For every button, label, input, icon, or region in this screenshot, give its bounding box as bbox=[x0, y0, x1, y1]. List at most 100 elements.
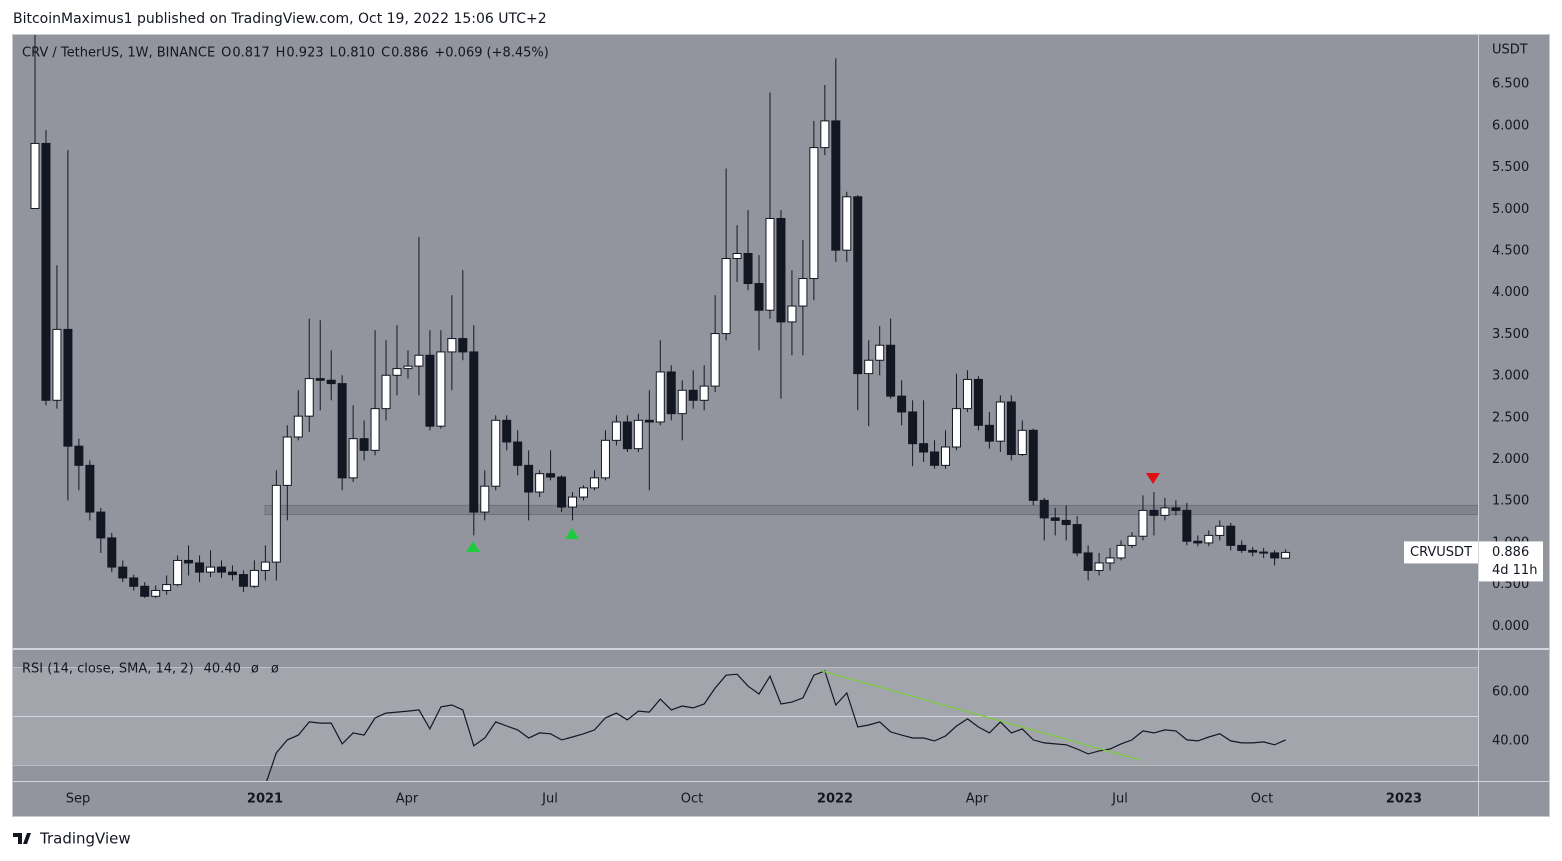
candle-body bbox=[403, 365, 413, 370]
candle-body bbox=[1028, 429, 1038, 501]
y-tick-label: 5.000 bbox=[1492, 202, 1529, 217]
candle-body bbox=[809, 147, 819, 280]
candle-body bbox=[1270, 552, 1280, 559]
candle-body bbox=[392, 368, 402, 376]
change-pct: (+8.45%) bbox=[486, 46, 548, 61]
candle-body bbox=[831, 120, 841, 251]
candle-body bbox=[414, 354, 424, 367]
candle-body bbox=[129, 577, 139, 587]
candle-body bbox=[622, 421, 632, 450]
price-pane bbox=[30, 35, 1478, 598]
y-tick-label: 0.000 bbox=[1492, 619, 1529, 634]
x-tick-label: Sep bbox=[66, 792, 91, 807]
candle-body bbox=[754, 283, 764, 311]
x-tick-label: Oct bbox=[1251, 792, 1273, 807]
y-tick-label: 6.000 bbox=[1492, 118, 1529, 133]
candle-body bbox=[107, 537, 117, 568]
candle-body bbox=[765, 217, 775, 311]
rsi-flag: ø bbox=[251, 662, 259, 677]
support-zone bbox=[264, 504, 1478, 516]
candle-body bbox=[85, 464, 95, 513]
change: +0.069 bbox=[434, 46, 482, 61]
candle-body bbox=[995, 401, 1005, 442]
legend-key: L bbox=[330, 46, 338, 61]
candle-body bbox=[315, 378, 325, 381]
candle-body bbox=[568, 496, 578, 508]
x-tick-label: 2021 bbox=[247, 792, 283, 807]
candle-body bbox=[743, 253, 753, 285]
candle-body bbox=[41, 142, 51, 401]
candle-body bbox=[96, 511, 106, 539]
y-unit: USDT bbox=[1492, 43, 1528, 58]
candle-body bbox=[1248, 549, 1258, 553]
x-tick-label: Jul bbox=[1111, 792, 1128, 807]
candle-body bbox=[886, 344, 896, 397]
candle-body bbox=[1138, 509, 1148, 537]
candle-body bbox=[941, 446, 951, 466]
candle-body bbox=[897, 395, 907, 413]
price-box bbox=[1479, 541, 1543, 582]
candle-body bbox=[140, 585, 150, 597]
candle-body bbox=[557, 476, 567, 508]
down-arrow bbox=[1146, 473, 1160, 484]
candle-body bbox=[238, 574, 248, 587]
candle-body bbox=[1061, 519, 1071, 526]
candle-body bbox=[908, 411, 918, 445]
candle-body bbox=[436, 351, 446, 427]
candle-body bbox=[304, 378, 314, 417]
header: BitcoinMaximus1 published on TradingView… bbox=[13, 11, 547, 27]
candle-body bbox=[655, 371, 665, 423]
y-tick-label: 6.500 bbox=[1492, 77, 1529, 92]
candle-body bbox=[984, 424, 994, 442]
x-tick-label: 2023 bbox=[1386, 792, 1422, 807]
candle-body bbox=[293, 415, 303, 438]
candle-body bbox=[1215, 525, 1225, 536]
y-tick-label: 2.500 bbox=[1492, 410, 1529, 425]
rsi-line bbox=[266, 670, 1286, 781]
candle-body bbox=[151, 589, 161, 597]
candle-body bbox=[864, 359, 874, 375]
candle-body bbox=[74, 445, 84, 466]
candle-body bbox=[1182, 509, 1192, 542]
rsi-flag: ø bbox=[271, 662, 279, 677]
candle-body bbox=[502, 419, 512, 443]
candle-body bbox=[710, 333, 720, 387]
candle-body bbox=[1171, 507, 1181, 511]
candle-body bbox=[513, 441, 523, 466]
candle-body bbox=[1281, 551, 1291, 559]
labels: 0.0000.5001.0001.5002.0002.5003.0003.500… bbox=[22, 43, 1543, 807]
candle-body bbox=[732, 253, 742, 260]
rsi-tick-label: 40.00 bbox=[1492, 733, 1529, 748]
candle-body bbox=[326, 379, 336, 385]
y-tick-label: 3.500 bbox=[1492, 327, 1529, 342]
candle-body bbox=[951, 408, 961, 448]
candle-body bbox=[195, 562, 205, 573]
candle-body bbox=[63, 328, 73, 447]
candle-body bbox=[1237, 544, 1247, 551]
candle-body bbox=[589, 477, 599, 489]
candle-body bbox=[820, 120, 830, 149]
x-tick-label: 2022 bbox=[817, 792, 853, 807]
candle-body bbox=[491, 419, 501, 487]
y-tick-label: 1.500 bbox=[1492, 494, 1529, 509]
candle-body bbox=[1160, 507, 1170, 516]
rsi-pane bbox=[13, 667, 1478, 781]
candle-body bbox=[962, 378, 972, 410]
legend-value: 0.817 bbox=[232, 46, 269, 61]
rsi-label: RSI (14, close, SMA, 14, 2) bbox=[22, 662, 194, 677]
candle-body bbox=[930, 451, 940, 466]
up-arrow bbox=[565, 528, 579, 539]
candle-body bbox=[1050, 517, 1060, 521]
y-tick-label: 5.500 bbox=[1492, 160, 1529, 175]
candle-body bbox=[875, 344, 885, 361]
candle-body bbox=[271, 484, 281, 563]
legend-key: H bbox=[276, 46, 286, 61]
trendline bbox=[821, 670, 1141, 761]
candle-body bbox=[260, 561, 270, 571]
candle-body bbox=[1193, 540, 1203, 544]
candle-body bbox=[699, 385, 709, 401]
candle-body bbox=[1116, 544, 1126, 559]
candle-body bbox=[1105, 557, 1115, 564]
candle-body bbox=[1127, 535, 1137, 546]
y-tick-label: 3.000 bbox=[1492, 369, 1529, 384]
